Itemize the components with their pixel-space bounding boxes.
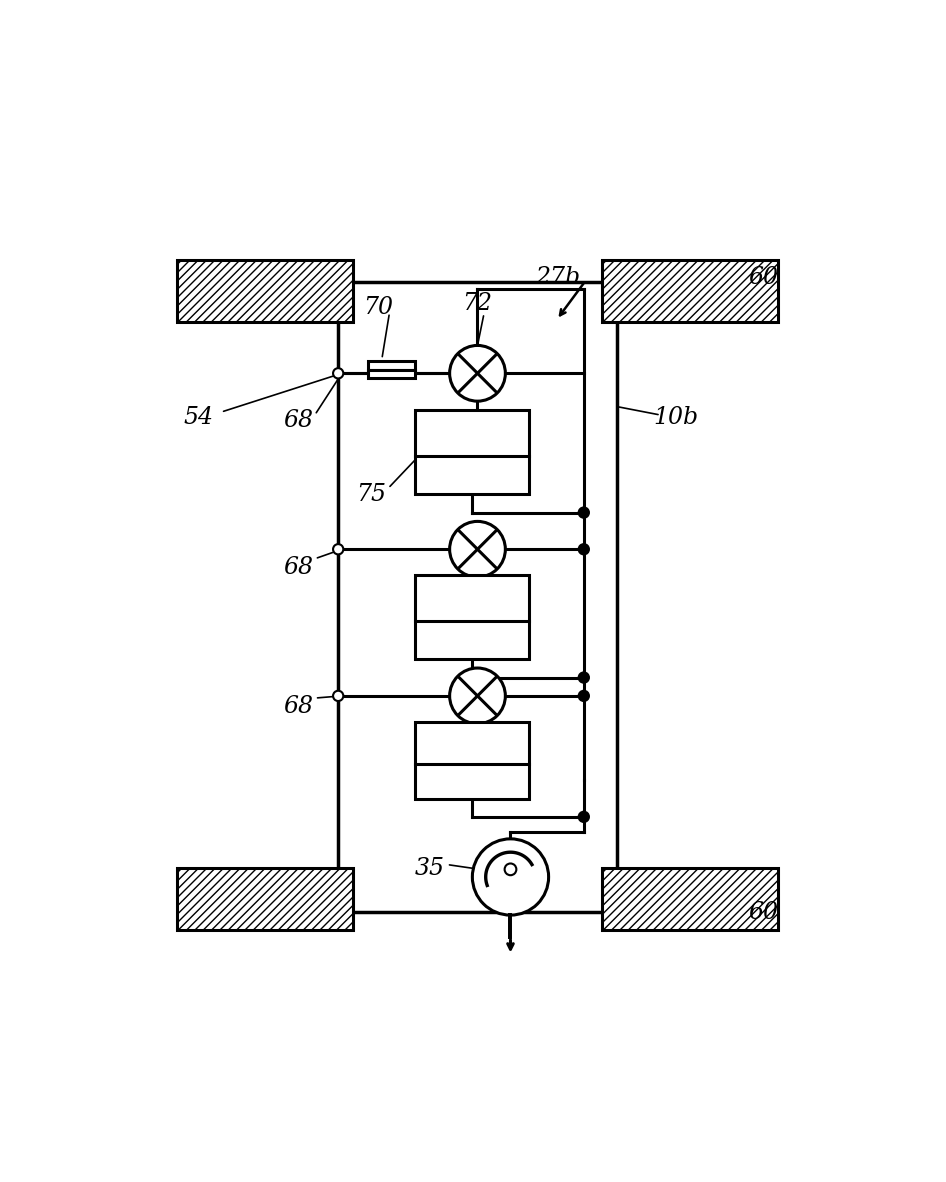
Circle shape [333,368,343,378]
Circle shape [449,521,505,577]
Text: 75: 75 [357,482,386,506]
Circle shape [504,864,517,875]
Text: 72: 72 [463,292,493,316]
Text: 60: 60 [748,901,779,923]
Circle shape [449,345,505,401]
Bar [339,281,617,913]
Bar [603,868,778,930]
Text: 35: 35 [415,857,445,879]
Circle shape [472,839,549,915]
Text: 68: 68 [283,695,313,719]
Circle shape [579,812,589,821]
Bar [177,260,353,322]
Bar [367,362,415,370]
Text: 10b: 10b [653,405,698,429]
Circle shape [579,544,589,554]
Bar [415,574,529,660]
Circle shape [579,673,589,683]
Circle shape [333,544,343,554]
Circle shape [579,507,589,518]
Bar [415,721,529,799]
Bar [415,410,529,494]
Bar [177,868,353,930]
Circle shape [449,668,505,723]
Text: 68: 68 [283,556,313,579]
Bar [603,260,778,322]
Circle shape [579,690,589,701]
Text: 68: 68 [283,409,313,433]
Text: 60: 60 [748,266,779,290]
Text: 27b: 27b [535,266,581,290]
Bar [367,370,415,378]
Text: 70: 70 [363,296,394,319]
Text: 54: 54 [184,405,214,429]
Circle shape [333,690,343,701]
